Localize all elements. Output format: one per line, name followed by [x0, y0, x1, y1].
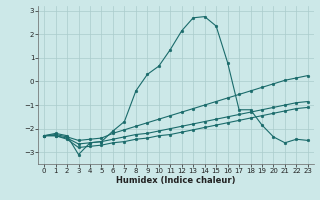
X-axis label: Humidex (Indice chaleur): Humidex (Indice chaleur) [116, 176, 236, 185]
